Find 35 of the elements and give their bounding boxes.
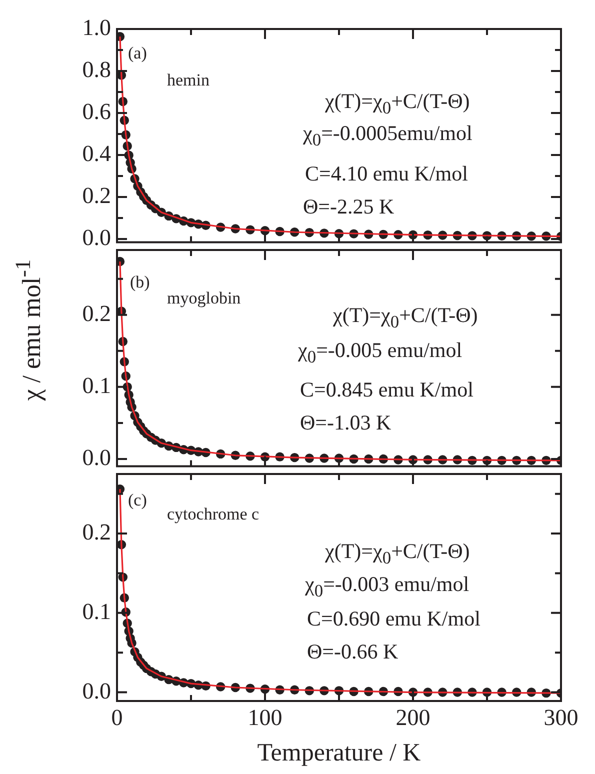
annotation: C=4.10 emu K/mol xyxy=(305,162,468,186)
x-tick-label: 300 xyxy=(544,704,578,730)
annotation: (b) xyxy=(130,272,150,292)
y-tick-label: 0.4 xyxy=(82,141,112,166)
y-tick-label: 0.2 xyxy=(82,520,111,545)
annotation: χ$_{0}$=-0.0005emu/mol xyxy=(303,121,472,150)
x-tick-label: 0 xyxy=(111,704,123,730)
annotation: χ(T)=χ$_{0}$+C/(T-Θ) xyxy=(325,539,470,568)
y-tick-label: 1.0 xyxy=(82,15,111,40)
annotation: cytochrome c xyxy=(167,504,260,524)
annotation: hemin xyxy=(167,70,210,90)
annotation: χ(T)=χ$_{0}$+C/(T-Θ) xyxy=(325,89,470,118)
y-tick-label: 0.1 xyxy=(82,598,111,624)
y-tick-label: 0.0 xyxy=(82,445,111,470)
y-tick-label: 0.0 xyxy=(82,678,111,704)
annotation: χ$_{0}$=-0.005 emu/mol xyxy=(298,338,462,366)
annotation: C=0.690 emu K/mol xyxy=(307,606,480,630)
x-tick-label: 200 xyxy=(396,704,430,730)
y-tick-label: 0.2 xyxy=(82,300,111,326)
annotation: χ(T)=χ$_{0}$+C/(T-Θ) xyxy=(333,303,478,332)
annotation: myoglobin xyxy=(167,288,241,308)
annotation: χ$_{0}$=-0.003 emu/mol xyxy=(305,572,470,600)
y-tick-label: 0.2 xyxy=(82,183,111,208)
annotation: Θ=-1.03 K xyxy=(300,410,392,434)
x-axis-title: Temperature / K xyxy=(257,740,421,767)
annotation: Θ=-2.25 K xyxy=(303,194,394,218)
x-tick-label: 100 xyxy=(248,704,282,730)
y-tick-label: 0.8 xyxy=(82,57,111,82)
y-tick-label: 0.1 xyxy=(82,372,111,398)
y-tick-label: 0.6 xyxy=(82,99,111,124)
annotation: C=0.845 emu K/mol xyxy=(300,378,474,402)
annotation: (c) xyxy=(128,490,147,510)
annotation: (a) xyxy=(128,44,147,62)
annotation: Θ=-0.66 K xyxy=(307,640,398,664)
y-tick-label: 0.0 xyxy=(82,225,111,250)
